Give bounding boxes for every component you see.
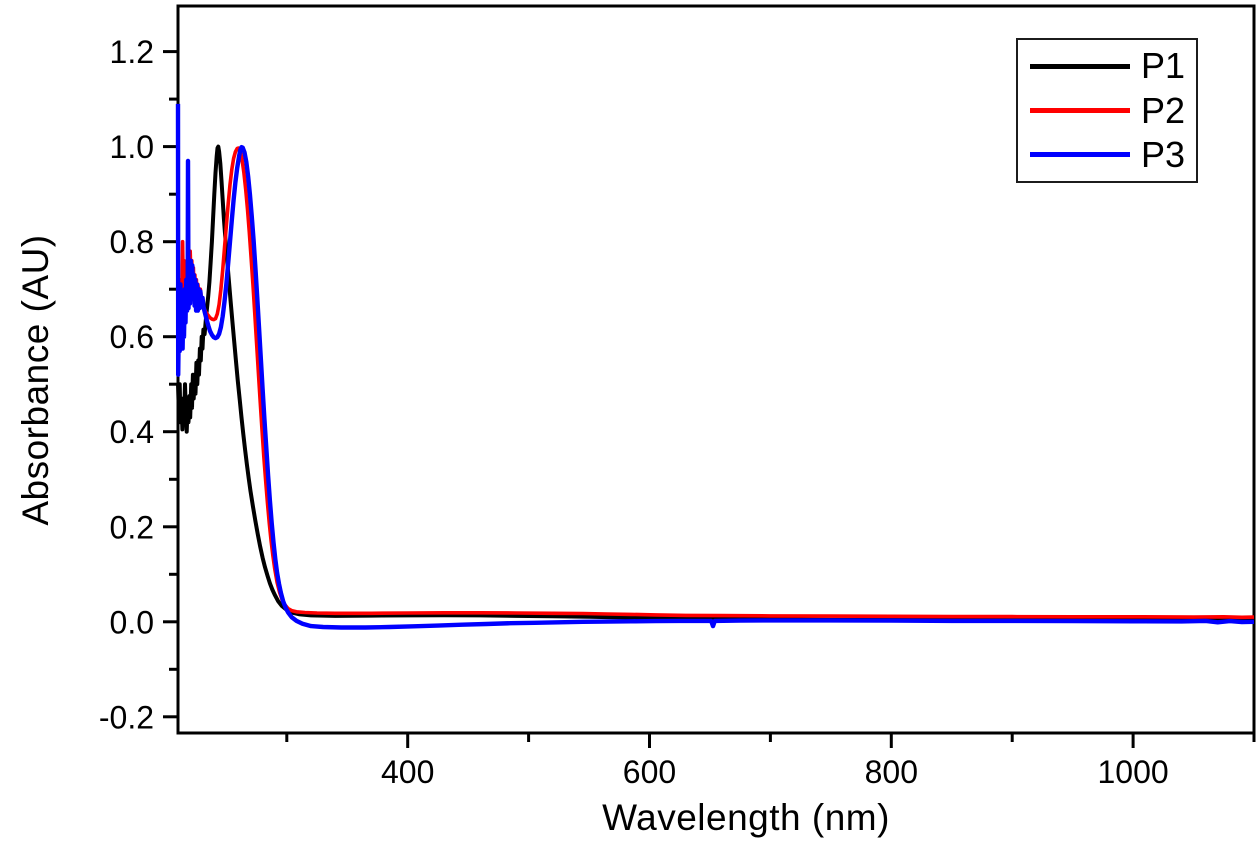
legend-label-p2: P2 [1141, 89, 1186, 131]
series-P1-curve [176, 144, 1254, 623]
x-axis-title: Wavelength (nm) [602, 797, 890, 838]
legend-entry-p3: P3 [1030, 133, 1188, 177]
series-P2-curve [176, 146, 1255, 620]
legend-entry-p2: P2 [1030, 89, 1188, 133]
p1-line-swatch [1030, 63, 1130, 69]
y-tick-label-0.6: 0.6 [110, 319, 154, 355]
legend-entry-p1: P1 [1030, 44, 1188, 88]
x-tick-label-400: 400 [381, 754, 434, 790]
x-tick-label-800: 800 [865, 754, 918, 790]
y-tick-label-0.8: 0.8 [110, 224, 154, 260]
y-axis-title: Absorbance (AU) [15, 234, 56, 526]
series-P3-curve [175, 103, 1255, 630]
y-tick-label-0.0: 0.0 [110, 604, 154, 640]
legend-label-p1: P1 [1141, 45, 1186, 87]
y-tick-label-0.4: 0.4 [110, 414, 154, 450]
legend: P1 P2 P3 [1016, 38, 1198, 183]
y-tick-label-0.2: 0.2 [110, 509, 154, 545]
x-tick-label-1000: 1000 [1098, 754, 1169, 790]
p2-line-swatch [1030, 108, 1130, 113]
y-tick-label-1.0: 1.0 [110, 129, 154, 165]
legend-label-p3: P3 [1141, 133, 1186, 175]
p3-line-swatch [1030, 152, 1130, 158]
y-tick-label-1.2: 1.2 [110, 34, 154, 70]
y-tick-label--0.2: -0.2 [99, 699, 154, 735]
x-tick-label-600: 600 [623, 754, 676, 790]
